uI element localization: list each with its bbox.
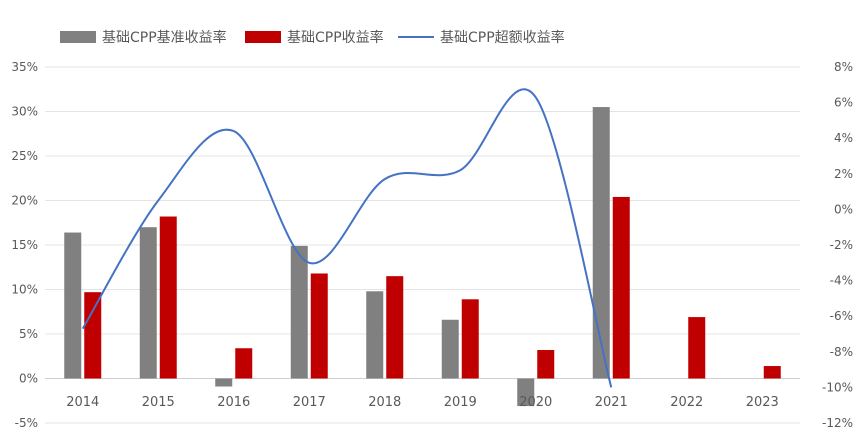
x-tick-label: 2022 [670,395,703,410]
legend-label: 基础CPP基准收益率 [102,29,227,46]
right-tick-label: 6% [834,96,853,110]
left-tick-label: 5% [19,327,38,341]
return-bar-2020 [537,350,555,379]
x-axis: 2014 2015 2016 2017 2018 2019 2020 2021 2022 2023 [66,395,779,410]
x-tick-label: 2019 [444,395,477,410]
return-bar-2019 [461,299,479,379]
benchmark-bar-2015 [139,227,157,379]
right-tick-label: 2% [834,167,853,181]
right-axis: -12% -10% -8% -6% -4% -2% 0% 2% 4% 6% 8% [822,60,853,430]
x-tick-label: 2015 [142,395,175,410]
benchmark-bar-2018 [366,291,384,379]
gridlines [45,66,800,424]
return-bar-2015 [159,216,177,379]
x-tick-label: 2020 [519,395,552,410]
return-bar-2017 [310,273,328,379]
x-tick-label: 2021 [595,395,628,410]
return-bar-2016 [235,348,253,379]
legend-swatch [60,31,96,43]
left-tick-label: 15% [11,238,38,252]
left-tick-label: 30% [11,105,38,119]
return-bar-2014 [84,292,102,379]
benchmark-bar-2014 [64,232,82,379]
return-bar-2021 [612,196,630,379]
legend-label: 基础CPP收益率 [287,29,384,46]
x-tick-label: 2018 [368,395,401,410]
left-tick-label: 25% [11,149,38,163]
excess-return-series [81,88,613,388]
excess-return-line [81,88,613,388]
benchmark-bar-2017 [290,245,308,379]
right-tick-label: -10% [822,380,853,394]
benchmark-bar-2021 [592,107,610,379]
legend: 基础CPP基准收益率 基础CPP收益率 基础CPP超额收益率 [60,29,565,46]
right-tick-label: -8% [830,345,853,359]
legend-label: 基础CPP超额收益率 [440,29,565,46]
left-tick-label: 20% [11,194,38,208]
benchmark-bar-2019 [441,319,459,379]
x-tick-label: 2016 [217,395,250,410]
x-tick-label: 2017 [293,395,326,410]
left-axis: -5% 0% 5% 10% 15% 20% 25% 30% 35% [11,60,38,430]
return-bar-2022 [688,317,706,379]
right-tick-label: 0% [834,202,853,216]
left-tick-label: 35% [11,60,38,74]
left-tick-label: 10% [11,283,38,297]
right-tick-label: -4% [830,274,853,288]
right-tick-label: -12% [822,416,853,430]
left-tick-label: -5% [15,416,38,430]
right-tick-label: 8% [834,60,853,74]
benchmark-bar-2016 [215,378,233,387]
return-bar-2018 [386,276,404,379]
right-tick-label: -2% [830,238,853,252]
x-tick-label: 2023 [746,395,779,410]
right-tick-label: 4% [834,131,853,145]
bars [64,107,781,407]
legend-swatch [245,31,281,43]
right-tick-label: -6% [830,309,853,323]
left-tick-label: 0% [19,372,38,386]
benchmark-bar-2020 [517,378,535,407]
return-bar-2023 [763,366,781,379]
x-tick-label: 2014 [66,395,99,410]
